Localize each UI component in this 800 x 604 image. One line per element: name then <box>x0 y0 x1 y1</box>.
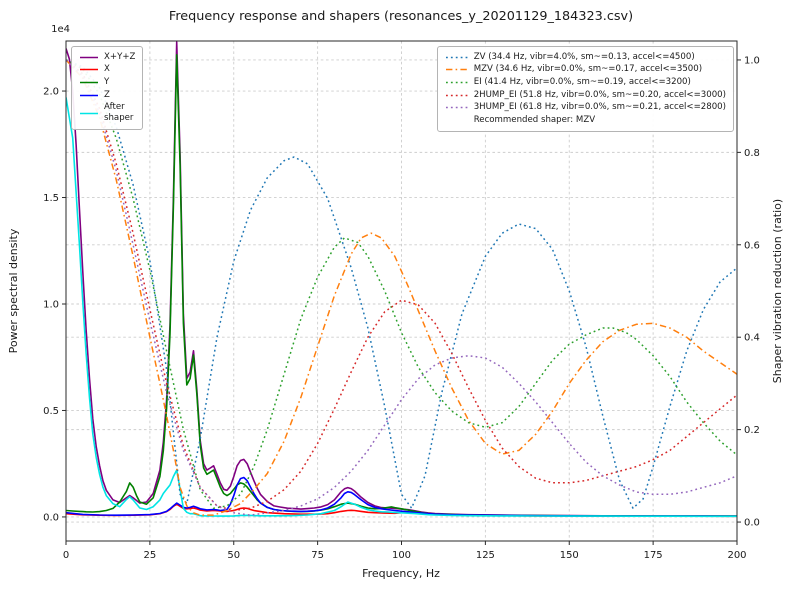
shaper-line-EI <box>66 59 737 509</box>
x-tick-label: 100 <box>392 550 411 561</box>
psd-line-Y <box>66 53 737 517</box>
legend-sample <box>445 65 469 74</box>
legend-sample <box>445 116 469 125</box>
legend-sample-line <box>80 94 98 96</box>
legend-sample <box>445 78 469 87</box>
legend-label: X <box>104 64 110 75</box>
legend-entry: ZV (34.4 Hz, vibr=4.0%, sm~=0.13, accel<… <box>445 52 726 63</box>
legend-sample-line <box>80 81 98 84</box>
legend-entry: Recommended shaper: MZV <box>445 115 726 126</box>
legend-label: 3HUMP_EI (61.8 Hz, vibr=0.0%, sm~=0.21, … <box>473 102 726 113</box>
legend-sample-line <box>80 56 98 58</box>
legend-label: EI (41.4 Hz, vibr=0.0%, sm~=0.19, accel<… <box>473 76 691 87</box>
legend-sample <box>445 53 469 62</box>
legend-entry: Y <box>79 77 135 88</box>
legend-entry: 3HUMP_EI (61.8 Hz, vibr=0.0%, sm~=0.21, … <box>445 102 726 113</box>
legend-entry: MZV (34.6 Hz, vibr=0.0%, sm~=0.17, accel… <box>445 64 726 75</box>
legend-label: 2HUMP_EI (51.8 Hz, vibr=0.0%, sm~=0.20, … <box>473 89 726 100</box>
axes-layer: 0 25 50 75 100 125 150 175 200 0.0 0.5 1.0 1.5 2.0 0.0… <box>43 40 760 561</box>
legend-psd: X+Y+Z X Y Z After shaper <box>71 46 144 131</box>
legend-sample <box>445 91 469 100</box>
y-left-tick-label: 1.0 <box>43 299 59 310</box>
legend-sample <box>79 109 99 118</box>
y-left-tick-label: 0.0 <box>43 512 59 523</box>
axis-offset-text: 1e4 <box>51 24 70 35</box>
x-tick-label: 50 <box>227 550 240 561</box>
legend-sample <box>445 103 469 112</box>
legend-sample-line <box>80 68 98 71</box>
x-tick-label: 75 <box>311 550 324 561</box>
legend-entry: X <box>79 64 135 75</box>
series-layer <box>66 41 737 518</box>
shaper-line-2HUMP_EI <box>66 59 737 512</box>
legend-sample-line <box>445 94 468 96</box>
legend-entry: After shaper <box>79 102 135 124</box>
y-left-tick-label: 1.5 <box>43 193 59 204</box>
legend-label: X+Y+Z <box>104 51 136 62</box>
legend-sample <box>79 78 99 87</box>
legend-label: After shaper <box>104 102 134 124</box>
recommended-shaper-note: Recommended shaper: MZV <box>473 114 596 125</box>
x-tick-label: 0 <box>63 550 69 561</box>
y-right-tick-label: 0.0 <box>744 518 760 529</box>
y-right-tick-label: 0.2 <box>744 425 760 436</box>
y-right-axis-label: Shaper vibration reduction (ratio) <box>771 199 784 383</box>
legend-entry: Z <box>79 90 135 101</box>
psd-line-After-shaper <box>66 97 737 518</box>
legend-sample-line <box>445 116 469 125</box>
x-tick-label: 125 <box>476 550 495 561</box>
legend-label: MZV (34.6 Hz, vibr=0.0%, sm~=0.17, accel… <box>473 64 703 75</box>
y-right-tick-label: 0.8 <box>744 148 760 159</box>
legend-entry: 2HUMP_EI (51.8 Hz, vibr=0.0%, sm~=0.20, … <box>445 90 726 101</box>
legend-label: ZV (34.4 Hz, vibr=4.0%, sm~=0.13, accel<… <box>473 51 695 62</box>
legend-shapers: ZV (34.4 Hz, vibr=4.0%, sm~=0.13, accel<… <box>436 46 734 132</box>
x-tick-label: 200 <box>727 550 746 561</box>
legend-sample <box>79 91 99 100</box>
y-right-tick-label: 0.6 <box>744 240 760 251</box>
legend-sample-line <box>445 68 468 71</box>
legend-sample-line <box>445 106 468 109</box>
y-left-tick-label: 0.5 <box>43 406 59 417</box>
y-right-tick-label: 1.0 <box>744 55 760 66</box>
legend-entry: X+Y+Z <box>79 52 135 63</box>
y-right-tick-label: 0.4 <box>744 333 760 344</box>
legend-sample-line <box>445 56 468 58</box>
legend-label: Y <box>104 76 110 87</box>
y-left-tick-label: 2.0 <box>43 87 59 98</box>
x-tick-label: 25 <box>144 550 157 561</box>
legend-sample-line <box>80 112 98 115</box>
x-tick-label: 150 <box>560 550 579 561</box>
chart-title: Frequency response and shapers (resonanc… <box>169 9 633 24</box>
y-left-axis-label: Power spectral density <box>7 228 20 353</box>
legend-sample <box>79 53 99 62</box>
x-axis-label: Frequency, Hz <box>362 567 440 580</box>
legend-label: Z <box>104 89 110 100</box>
x-tick-label: 175 <box>644 550 663 561</box>
legend-sample <box>79 65 99 74</box>
legend-sample-line <box>445 81 468 84</box>
shaper-line-ZV <box>66 59 737 509</box>
shaper-line-MZV <box>66 59 737 516</box>
legend-entry: EI (41.4 Hz, vibr=0.0%, sm~=0.19, accel<… <box>445 77 726 88</box>
